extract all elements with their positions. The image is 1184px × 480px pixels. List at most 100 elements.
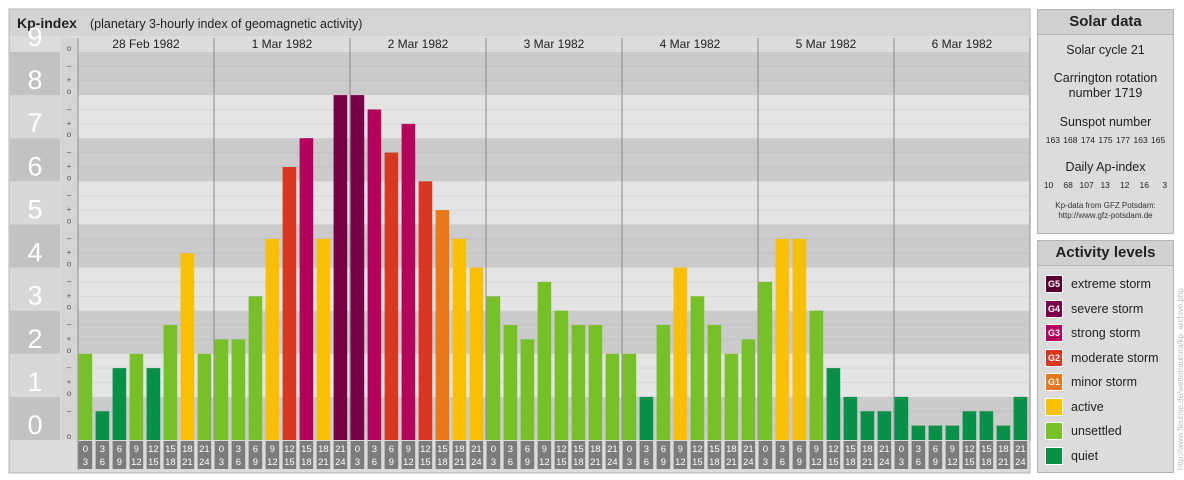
hour-start-label: 6 [797,444,802,455]
legend-label: severe storm [1071,301,1144,316]
hour-start-label: 0 [219,444,224,455]
hour-end-label: 6 [780,457,785,468]
sub-tick-mark: – [67,234,72,243]
kp-bar [231,339,246,440]
kp-bar [690,296,705,440]
sub-tick-mark: – [67,61,72,70]
day-label: 28 Feb 1982 [112,37,180,51]
kp-bar [877,411,892,440]
hour-end-label: 18 [437,457,448,468]
kp-bar [350,95,365,440]
legend-label: strong storm [1071,326,1141,340]
hour-start-label: 18 [862,444,873,455]
hour-start-label: 9 [950,444,955,455]
kp-band [78,181,1029,225]
hour-end-label: 24 [879,457,890,468]
kp-bar [622,353,637,440]
sub-tick-mark: + [67,205,72,214]
kp-bar [809,310,824,440]
kp-bar [724,353,739,440]
y-axis-band [10,138,60,182]
kp-bar [911,425,926,440]
y-tick-label: 8 [27,65,42,95]
kp-band [78,224,1029,268]
hour-label-box [588,441,603,469]
y-tick-label: 9 [27,22,42,52]
hour-label-box [928,441,943,469]
hour-label-box [792,441,807,469]
hour-label-box [503,441,518,469]
hour-start-label: 9 [270,444,275,455]
hour-start-label: 15 [709,444,720,455]
y-tick-label: 5 [27,194,42,224]
hour-label-box [452,441,467,469]
hour-start-label: 21 [879,444,890,455]
legend-swatch: G1 [1045,373,1063,391]
hour-start-label: 18 [998,444,1009,455]
hour-label-box [333,441,348,469]
hour-label-box [537,441,552,469]
y-tick-label: 2 [27,324,42,354]
legend-item: G3 strong storm [1045,323,1140,343]
hour-label-box [146,441,161,469]
hour-start-label: 12 [692,444,703,455]
hour-end-label: 18 [301,457,312,468]
hour-label-box [639,441,654,469]
watermark-url: http://www.fleuhse.de/wetter/aurora/kp_a… [1176,288,1184,470]
day-label: 5 Mar 1982 [796,37,857,51]
hour-label-box [622,441,637,469]
hour-label-box [435,441,450,469]
solar-cycle: Solar cycle 21 [1066,43,1145,57]
sub-tick-mark: + [67,119,72,128]
sub-tick-mark: o [67,216,72,225]
legend-item: G4 severe storm [1045,299,1143,319]
hour-end-label: 18 [845,457,856,468]
hour-start-label: 6 [933,444,938,455]
hour-start-label: 12 [964,444,975,455]
hour-end-label: 12 [267,457,278,468]
hour-start-label: 21 [1015,444,1026,455]
kp-bar [979,411,994,440]
hour-end-label: 9 [117,457,122,468]
hour-start-label: 3 [916,444,921,455]
hour-start-label: 6 [389,444,394,455]
legend-item: active [1045,397,1104,417]
y-tick-label: 6 [27,151,42,181]
hour-start-label: 3 [780,444,785,455]
hour-start-label: 0 [627,444,632,455]
legend-swatch: G3 [1045,324,1063,342]
carrington-line-2: number 1719 [1068,86,1143,100]
hour-end-label: 3 [491,457,496,468]
day-label: 1 Mar 1982 [252,37,313,51]
kp-bar [486,296,501,440]
legend-swatch [1045,446,1063,465]
hour-end-label: 21 [454,457,465,468]
kp-bar [452,238,467,440]
hour-label-box [741,441,756,469]
hour-start-label: 3 [508,444,513,455]
sub-tick-mark: + [67,248,72,257]
sunspot-label: Sunspot number [1059,115,1152,129]
kp-bar [418,181,433,441]
hour-start-label: 18 [726,444,737,455]
hour-label-box [724,441,739,469]
hour-label-box [758,441,773,469]
sub-tick-mark: + [67,291,72,300]
kp-bar [384,152,399,440]
sub-tick-mark: + [67,334,72,343]
sub-tick-mark: o [67,260,72,269]
hour-start-label: 9 [814,444,819,455]
hour-label-box [843,441,858,469]
sub-tick-mark: + [67,162,72,171]
hour-start-label: 9 [678,444,683,455]
hour-start-label: 15 [573,444,584,455]
hour-start-label: 21 [743,444,754,455]
kp-bar [129,353,144,440]
kp-band [78,138,1029,182]
legend-label: quiet [1071,448,1099,463]
chart-header-bar [10,10,1029,36]
hour-start-label: 18 [590,444,601,455]
kp-bar [537,281,552,440]
kp-bar [894,396,909,440]
y-axis-band [10,181,60,225]
